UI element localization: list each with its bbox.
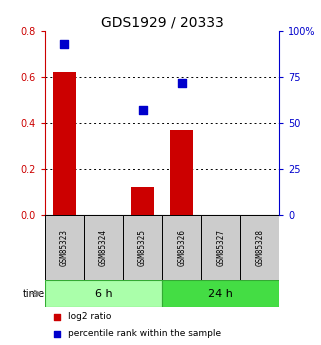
Point	[140, 107, 145, 113]
Text: 24 h: 24 h	[208, 288, 233, 298]
Bar	[240, 215, 279, 280]
Bar	[53, 72, 76, 215]
Point	[62, 41, 67, 47]
Text: time: time	[23, 288, 45, 298]
Text: 6 h: 6 h	[95, 288, 112, 298]
Text: log2 ratio: log2 ratio	[68, 312, 112, 321]
Bar	[162, 280, 279, 307]
Bar	[45, 280, 162, 307]
Text: GSM85324: GSM85324	[99, 229, 108, 266]
Title: GDS1929 / 20333: GDS1929 / 20333	[101, 16, 223, 30]
Text: GSM85323: GSM85323	[60, 229, 69, 266]
Bar	[131, 187, 154, 215]
Bar	[45, 215, 84, 280]
Text: GSM85327: GSM85327	[216, 229, 225, 266]
Text: GSM85326: GSM85326	[177, 229, 186, 266]
Text: GSM85328: GSM85328	[255, 229, 264, 266]
Point	[54, 331, 59, 337]
Point	[54, 314, 59, 319]
Bar	[170, 130, 193, 215]
Text: percentile rank within the sample: percentile rank within the sample	[68, 329, 221, 338]
Bar	[84, 215, 123, 280]
Bar	[123, 215, 162, 280]
Bar	[162, 215, 201, 280]
Text: GSM85325: GSM85325	[138, 229, 147, 266]
Bar	[201, 215, 240, 280]
Point	[179, 80, 184, 85]
